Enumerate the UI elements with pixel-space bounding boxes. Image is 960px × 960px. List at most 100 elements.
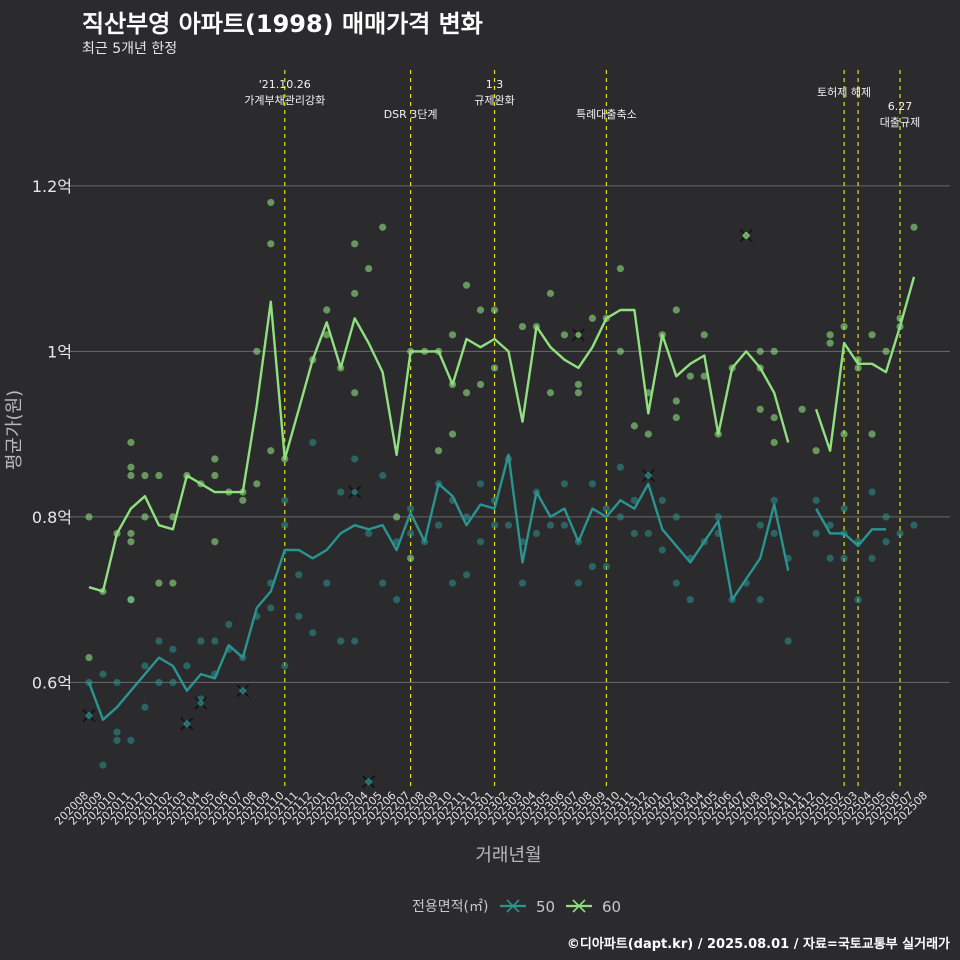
point-60: [211, 455, 219, 463]
point-60: [448, 430, 457, 438]
point-60: [686, 372, 694, 380]
point-50: [658, 496, 666, 504]
point-50: [393, 596, 401, 604]
point-60: [407, 554, 415, 562]
point-60: [379, 223, 387, 231]
point-60: [770, 413, 778, 422]
point-50: [546, 521, 555, 529]
event-label: DSR 3단계: [384, 108, 438, 121]
point-50: [826, 554, 834, 562]
point-50: [351, 455, 359, 463]
legend-item-60: 60: [566, 898, 621, 916]
point-50: [309, 629, 317, 637]
point-60: [490, 306, 499, 314]
point-50: [868, 554, 876, 562]
point-60: [518, 322, 527, 331]
point-60: [127, 596, 135, 604]
point-50: [756, 521, 764, 529]
point-60: [756, 347, 764, 355]
point-60: [798, 405, 806, 413]
point-50: [854, 596, 862, 604]
point-50: [197, 637, 205, 645]
event-label: 1.3 규제완화: [474, 78, 514, 107]
point-60: [462, 389, 471, 397]
point-50: [476, 538, 485, 546]
point-50: [141, 703, 149, 711]
point-60: [616, 347, 624, 355]
point-50: [448, 579, 457, 587]
point-50: [616, 463, 624, 471]
point-60: [365, 265, 373, 273]
point-50: [407, 529, 415, 538]
point-60: [434, 447, 443, 455]
point-50: [155, 678, 163, 687]
point-50: [840, 554, 848, 562]
outlier-50: [348, 485, 362, 499]
point-60: [882, 347, 890, 355]
x-axis-title: 거래년월: [475, 845, 541, 866]
point-50: [295, 571, 303, 579]
point-50: [309, 438, 317, 447]
point-60: [812, 447, 820, 455]
point-50: [588, 480, 597, 488]
chart-subtitle: 최근 5개년 한정: [82, 41, 178, 57]
point-50: [770, 496, 778, 504]
point-50: [225, 620, 233, 629]
point-50: [560, 521, 569, 529]
point-60: [323, 331, 331, 339]
point-50: [518, 579, 527, 587]
outlier-50-dot: [239, 687, 246, 694]
outlier-60-dot: [743, 232, 750, 239]
point-50: [99, 761, 107, 769]
source-caption: ©디아파트(dapt.kr) / 2025.08.01 / 자료=국토교통부 실…: [566, 937, 950, 952]
point-50: [490, 521, 499, 529]
point-60: [476, 380, 485, 389]
point-60: [560, 331, 569, 339]
point-50: [211, 637, 219, 645]
point-60: [672, 413, 680, 422]
point-60: [826, 339, 834, 347]
y-tick-label: 1억: [47, 342, 72, 361]
point-60: [574, 380, 583, 389]
outlier-60-dot: [575, 331, 582, 338]
legend-item-50: 50: [500, 898, 555, 916]
outlier-50: [82, 708, 96, 723]
point-50: [532, 529, 541, 538]
series-line-50: [815, 508, 886, 548]
point-50: [672, 579, 680, 587]
point-50: [812, 529, 820, 538]
point-60: [840, 322, 848, 331]
point-60: [239, 496, 247, 504]
point-60: [910, 223, 918, 231]
point-50: [99, 670, 107, 678]
point-50: [868, 488, 876, 496]
point-60: [770, 347, 778, 355]
legend-swatch-x: [506, 899, 520, 913]
point-60: [868, 331, 876, 339]
point-60: [141, 471, 149, 480]
point-60: [462, 281, 471, 289]
point-50: [560, 480, 569, 488]
point-60: [323, 306, 331, 314]
point-60: [448, 331, 457, 339]
point-50: [896, 529, 904, 538]
point-50: [113, 736, 121, 744]
point-50: [434, 521, 443, 529]
outlier-50-dot: [197, 700, 204, 707]
point-50: [169, 645, 177, 653]
point-60: [854, 364, 862, 372]
point-50: [407, 505, 415, 513]
series-line-50: [87, 453, 790, 721]
point-60: [267, 240, 275, 248]
point-50: [127, 736, 135, 744]
point-50: [826, 521, 834, 529]
event-label: '21.10.26 가계부채관리강화: [244, 78, 325, 107]
point-60: [672, 306, 680, 314]
point-50: [882, 513, 890, 521]
point-60: [267, 198, 275, 207]
event-label: 6.27 대출규제: [880, 100, 920, 129]
event-label: 토허제 해제: [817, 85, 871, 99]
outlier-50: [236, 684, 250, 698]
point-50: [574, 579, 583, 587]
point-60: [588, 314, 597, 322]
